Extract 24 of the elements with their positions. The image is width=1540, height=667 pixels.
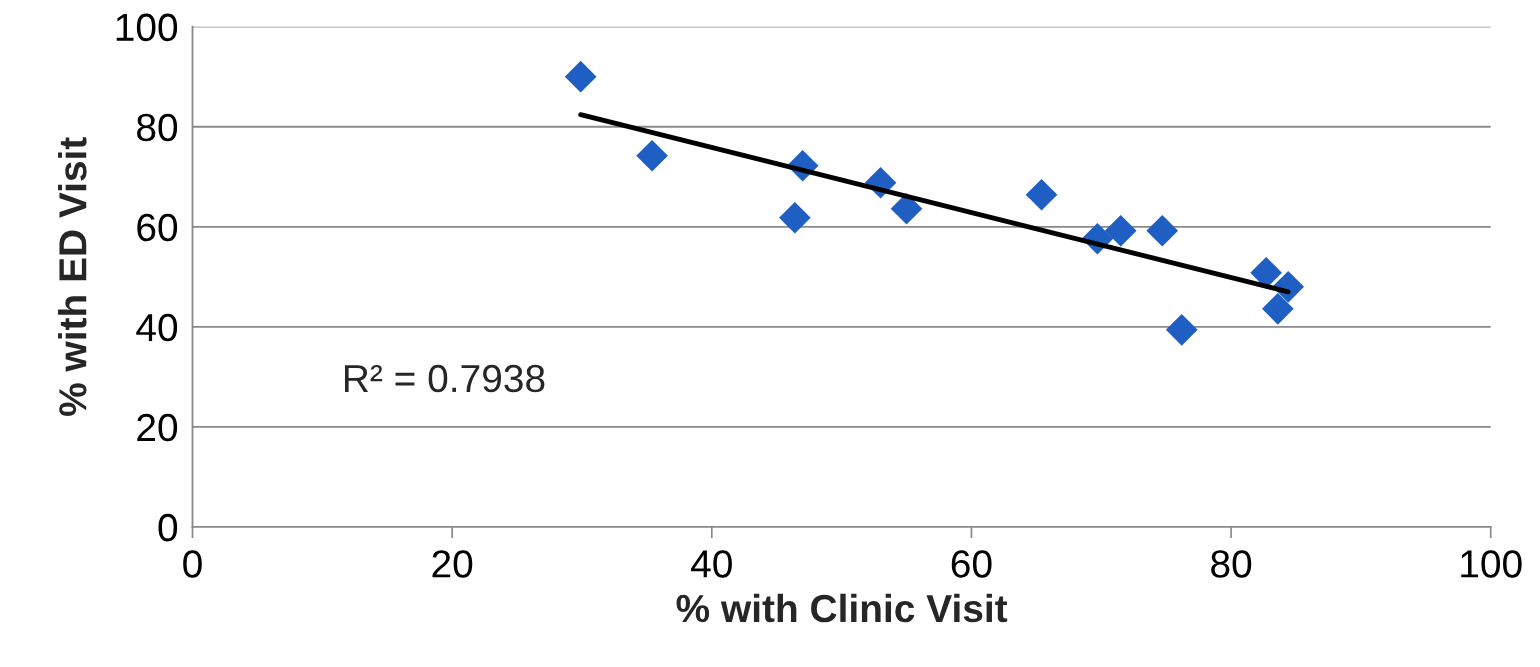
point [1104, 214, 1137, 247]
y-tick-label: 40 [136, 313, 178, 342]
y-tick-label: 20 [137, 413, 178, 442]
x-tick-label: 80 [1211, 550, 1252, 578]
point [564, 60, 597, 93]
y-tick-label: 60 [137, 213, 178, 242]
y-tick-label: 80 [137, 113, 178, 142]
x-tick-label: 20 [432, 550, 473, 578]
x-tick-label: 60 [951, 550, 992, 578]
point [1025, 178, 1058, 211]
point [636, 139, 668, 172]
point [779, 201, 811, 234]
x-tick-label: 100 [1461, 550, 1522, 578]
point [1146, 214, 1179, 247]
y-tick-label: 100 [116, 13, 178, 42]
x-tick-label: 40 [691, 550, 732, 578]
x-tick-label: 0 [183, 550, 202, 578]
point [890, 192, 923, 225]
y-tick-label: 0 [158, 513, 178, 542]
point [1261, 292, 1294, 325]
point [1165, 314, 1198, 346]
x-axis-title: % with Clinic Visit [676, 593, 1008, 623]
y-axis-title: % with ED Visit [58, 137, 87, 416]
annotation: R² = 0.7938 [344, 364, 545, 393]
